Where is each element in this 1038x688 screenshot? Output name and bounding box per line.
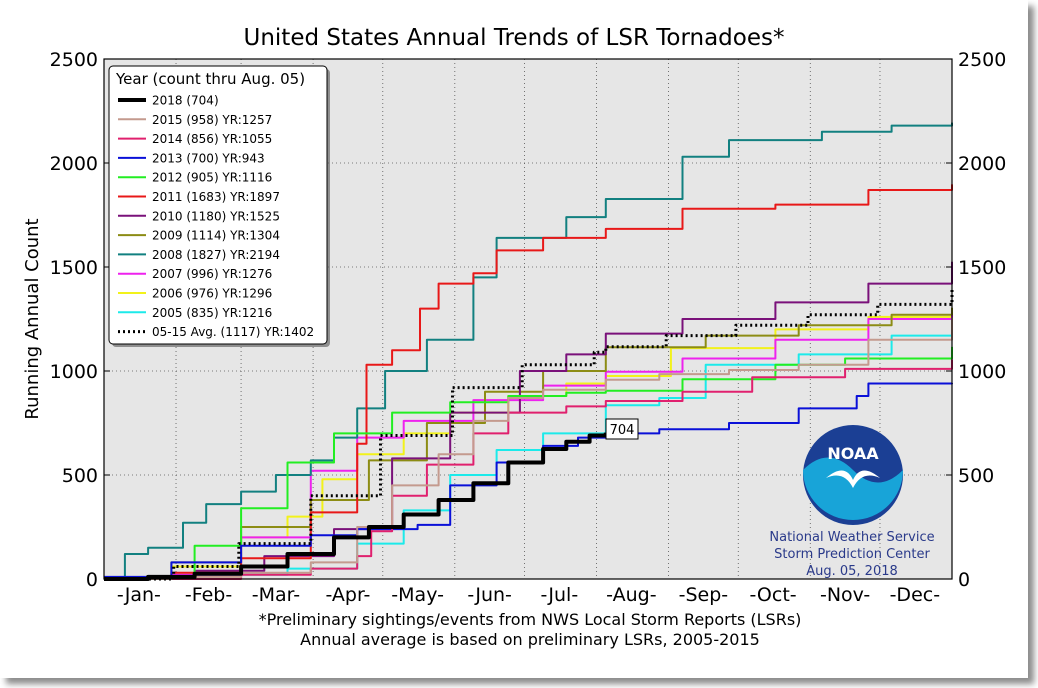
x-axis: -Jan- -Feb- -Mar- -Apr- -May- -Jun- -Jul- -Aug-…: [117, 584, 940, 606]
legend-label: 2011 (1683) YR:1897: [152, 190, 280, 204]
x-tick-label: -Jul-: [541, 584, 579, 606]
y-axis-label: Running Annual Count: [22, 218, 43, 419]
series-line: [104, 261, 953, 580]
legend-title: Year (count thru Aug. 05): [115, 70, 305, 88]
y-axis-left: 0 500 1000 1500 2000 2500: [50, 49, 110, 591]
series-line: [104, 317, 953, 580]
legend-box: [108, 65, 328, 345]
y-tick-label-left: 2000: [50, 153, 98, 175]
legend-label: 05-15 Avg. (1117) YR:1402: [152, 325, 314, 339]
annotation-label: 704: [610, 423, 635, 438]
series-layer: [104, 122, 954, 581]
noaa-logo-wave: [803, 457, 903, 520]
legend-label: 2012 (905) YR:1116: [152, 171, 272, 185]
y-tick-label-left: 0: [86, 569, 98, 591]
y-axis-right: 0 500 1000 1500 2000 2500: [946, 49, 1006, 591]
y-tick-label-right: 0: [958, 569, 970, 591]
legend-label: 2009 (1114) YR:1304: [152, 229, 280, 243]
x-tick-label: -Nov-: [820, 584, 870, 606]
x-tick-label: -Sep-: [679, 584, 729, 606]
legend: Year (count thru Aug. 05) 2018 (704) 2015…: [108, 65, 330, 347]
noaa-logo: NOAA: [803, 425, 903, 525]
credit-line-1: National Weather Service: [769, 530, 934, 545]
footnote-line-1: *Preliminary sightings/events from NWS L…: [259, 610, 802, 629]
footnote-line-2: Annual average is based on preliminary L…: [300, 630, 760, 649]
y-tick-label-right: 500: [958, 465, 994, 487]
x-tick-label: -Feb-: [185, 584, 232, 606]
legend-label: 2008 (1827) YR:2194: [152, 248, 280, 262]
y-tick-label-right: 2000: [958, 153, 1006, 175]
x-tick-label: -Oct-: [750, 584, 797, 606]
legend-label: 2014 (856) YR:1055: [152, 132, 272, 146]
y-tick-label-right: 2500: [958, 49, 1006, 71]
x-tick-label: -Mar-: [252, 584, 300, 606]
noaa-credit: NOAA National Weather Service Storm Pred…: [769, 425, 935, 579]
noaa-logo-gull: [826, 470, 880, 488]
series-line: [104, 432, 608, 581]
credit-line-3: Aug. 05, 2018: [806, 564, 898, 579]
x-tick-label: -Dec-: [890, 584, 940, 606]
series-line: [104, 382, 953, 578]
legend-items: 2018 (704) 2015 (958) YR:1257 2014 (856) Y…: [118, 94, 314, 339]
annotation-box: [605, 418, 639, 440]
legend-label: 2007 (996) YR:1276: [152, 267, 272, 281]
tornado-trend-chart: United States Annual Trends of LSR Torna…: [22, 25, 1006, 649]
y-tick-label-left: 500: [62, 465, 98, 487]
chart-frame: United States Annual Trends of LSR Torna…: [22, 25, 1007, 649]
credit-line-2: Storm Prediction Center: [774, 547, 930, 562]
legend-label: 2018 (704): [152, 94, 219, 108]
y-tick-label-left: 2500: [50, 49, 98, 71]
y-tick-label-left: 1000: [50, 361, 98, 383]
chart-title: United States Annual Trends of LSR Torna…: [244, 25, 785, 51]
plot-border: [103, 58, 953, 580]
noaa-logo-text: NOAA: [827, 444, 879, 463]
y-tick-label-right: 1500: [958, 257, 1006, 279]
x-tick-label: -May-: [391, 584, 444, 606]
x-tick-label: -Aug-: [606, 584, 656, 606]
legend-label: 2006 (976) YR:1296: [152, 287, 272, 301]
series-line: [104, 122, 953, 580]
x-tick-label: -Jan-: [117, 584, 161, 606]
legend-label: 2015 (958) YR:1257: [152, 113, 272, 127]
legend-label: 2010 (1180) YR:1525: [152, 209, 280, 223]
legend-label: 2005 (835) YR:1216: [152, 306, 272, 320]
y-tick-label-right: 1000: [958, 361, 1006, 383]
x-tick-label: -Apr-: [325, 584, 370, 606]
annotation-704: 704: [605, 418, 639, 440]
x-tick-label: -Jun-: [467, 584, 511, 606]
legend-label: 2013 (700) YR:943: [152, 151, 265, 165]
y-tick-label-left: 1500: [50, 257, 98, 279]
